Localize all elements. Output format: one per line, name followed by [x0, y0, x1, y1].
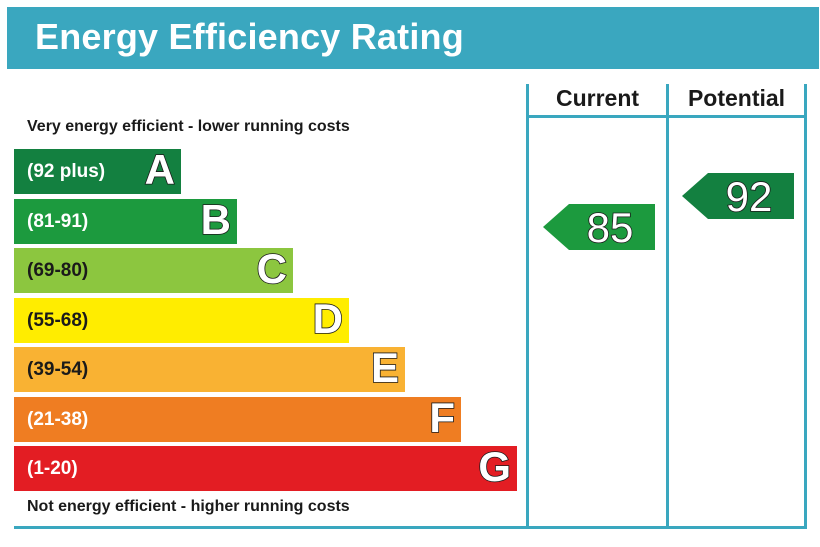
band-g-letter: G	[478, 442, 512, 491]
column-divider-middle	[666, 84, 669, 529]
band-g: (1-20) G	[14, 442, 517, 491]
potential-rating-arrow-polygon	[682, 173, 794, 219]
band-b-range: (81-91)	[27, 210, 89, 232]
band-c-range: (69-80)	[27, 260, 89, 281]
band-c: (69-80) C	[14, 244, 293, 293]
band-a-range: (92 plus)	[27, 161, 106, 182]
column-divider-right	[804, 84, 807, 529]
band-d-letter: D	[312, 294, 344, 343]
header-underline	[526, 115, 807, 118]
bottom-border	[14, 526, 807, 529]
band-e: (39-54) E	[14, 343, 405, 392]
band-f-letter: F	[429, 393, 456, 442]
bottom-caption: Not energy efficient - higher running co…	[27, 498, 350, 515]
band-c-letter: C	[256, 244, 288, 293]
potential-rating-value: 92	[725, 172, 773, 221]
band-f: (21-38) F	[14, 393, 461, 442]
current-rating-value: 85	[586, 203, 634, 252]
column-divider-left	[526, 84, 529, 529]
current-column-header: Current	[555, 85, 640, 111]
band-e-letter: E	[370, 343, 400, 392]
potential-rating-arrow-shape	[682, 173, 794, 219]
potential-column-header: Potential	[687, 85, 786, 111]
band-b-letter: B	[200, 195, 232, 244]
band-d-range: (55-68)	[27, 309, 89, 331]
band-a: (92 plus) A	[14, 145, 181, 194]
current-rating-arrow-shape	[543, 204, 655, 250]
band-e-range: (39-54)	[27, 359, 89, 380]
band-f-range: (21-38)	[27, 408, 89, 430]
current-rating-arrow-polygon	[543, 204, 655, 250]
band-a-letter: A	[144, 145, 176, 194]
top-caption: Very energy efficient - lower running co…	[27, 118, 350, 135]
title-bar: Energy Efficiency Rating	[7, 7, 819, 69]
band-d: (55-68) D	[14, 294, 349, 343]
chart-title: Energy Efficiency Rating	[35, 16, 464, 57]
band-b: (81-91) B	[14, 195, 237, 244]
band-g-range: (1-20)	[27, 458, 78, 479]
